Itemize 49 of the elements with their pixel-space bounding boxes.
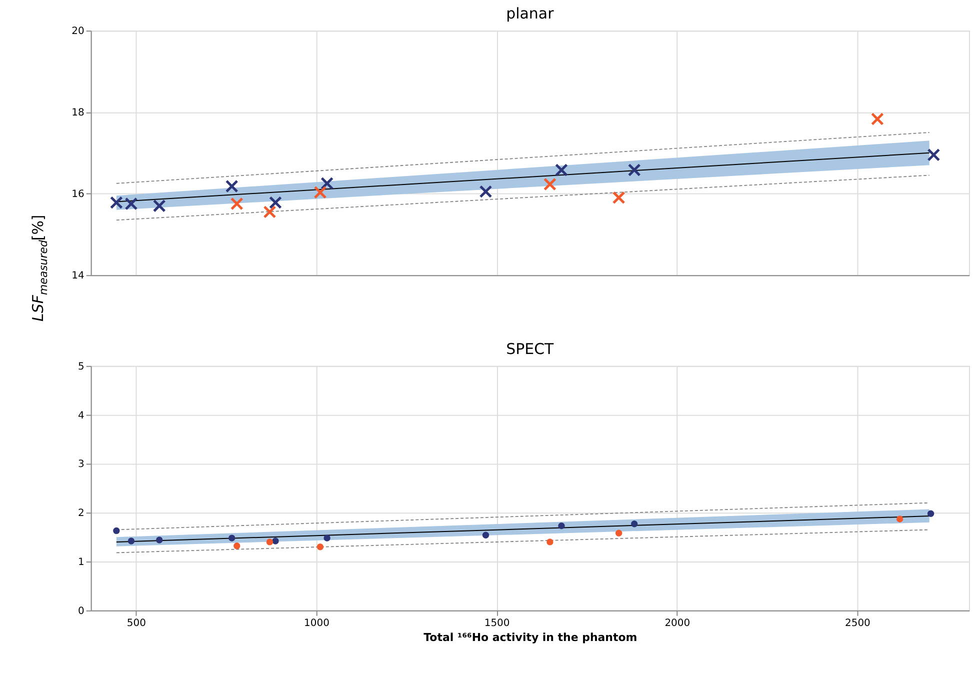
y-tick-label: 5 [78,361,84,372]
point [234,542,240,550]
point [314,186,327,199]
point [630,520,638,528]
point [128,538,135,544]
x-axis-title: Total ¹⁶⁶Ho activity in the phantom [424,630,638,644]
point [228,534,236,542]
y-tick-label: 3 [78,459,84,470]
y-tick-label: 1 [78,557,84,568]
point [113,527,120,534]
point [320,176,334,190]
point [927,510,934,517]
chart-title: planar [506,4,555,23]
point [927,148,940,162]
point [230,197,244,210]
point [482,532,490,538]
x-tick-label: 500 [126,618,146,629]
point [316,544,324,550]
y-tick-label: 20 [72,26,84,38]
point [615,530,622,536]
y-tick-label: 0 [78,606,84,617]
point [156,536,163,544]
point [324,534,330,542]
point [272,538,279,544]
y-tick-label: 16 [72,189,84,200]
point [266,538,274,546]
point [546,538,554,546]
point [558,522,565,530]
x-tick-label: 1500 [484,618,510,629]
point [543,178,556,191]
y-tick-label: 14 [72,270,84,282]
point [870,112,884,126]
point [268,196,282,210]
y-tick-label: 18 [72,108,84,119]
point [479,185,492,198]
chart-title: SPECT [506,340,555,358]
point [152,199,166,212]
y-tick-label: 4 [78,410,84,422]
x-tick-label: 2500 [845,618,870,629]
x-tick-label: 2000 [664,618,690,629]
y-tick-label: 2 [78,508,84,520]
point [554,163,568,176]
point [225,180,238,193]
y-axis-title: LSFmeasured[%] [28,214,50,322]
point [896,516,904,522]
point [263,205,276,218]
point [612,191,626,204]
point [628,163,641,176]
x-tick-label: 1000 [304,618,330,629]
